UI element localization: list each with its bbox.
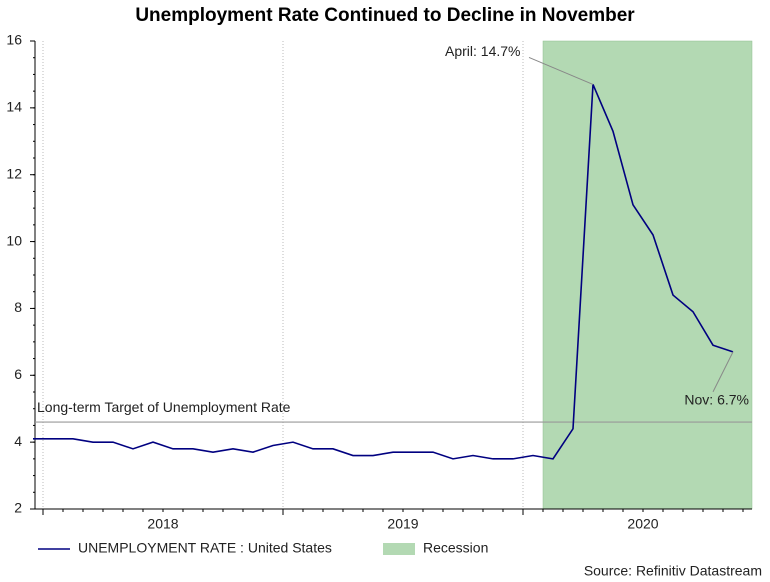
series-line [33,84,734,460]
y-tick-label: 16 [6,32,22,48]
legend-swatch [383,543,415,555]
recession-band [542,40,753,510]
legend-label: Recession [423,540,488,556]
annotation-leader [528,56,594,85]
x-tick-label: 2019 [387,516,418,532]
y-tick-label: 12 [6,165,22,181]
y-tick-label: 10 [6,232,22,248]
x-tick-label: 2020 [627,516,658,532]
y-tick-label: 14 [6,99,22,115]
y-tick-label: 4 [14,433,22,449]
annotation-leader [712,351,734,393]
y-tick-label: 2 [14,500,22,516]
y-tick-label: 8 [14,299,22,315]
annotation: April: 14.7% [445,43,520,59]
y-tick-label: 6 [14,366,22,382]
source: Source: Refinitiv Datastream [584,563,762,579]
target-label: Long-term Target of Unemployment Rate [37,399,291,415]
chart-title: Unemployment Rate Continued to Decline i… [135,5,635,26]
legend-label: UNEMPLOYMENT RATE : United States [78,540,332,556]
annotation: Nov: 6.7% [684,392,749,408]
x-tick-label: 2018 [147,516,178,532]
